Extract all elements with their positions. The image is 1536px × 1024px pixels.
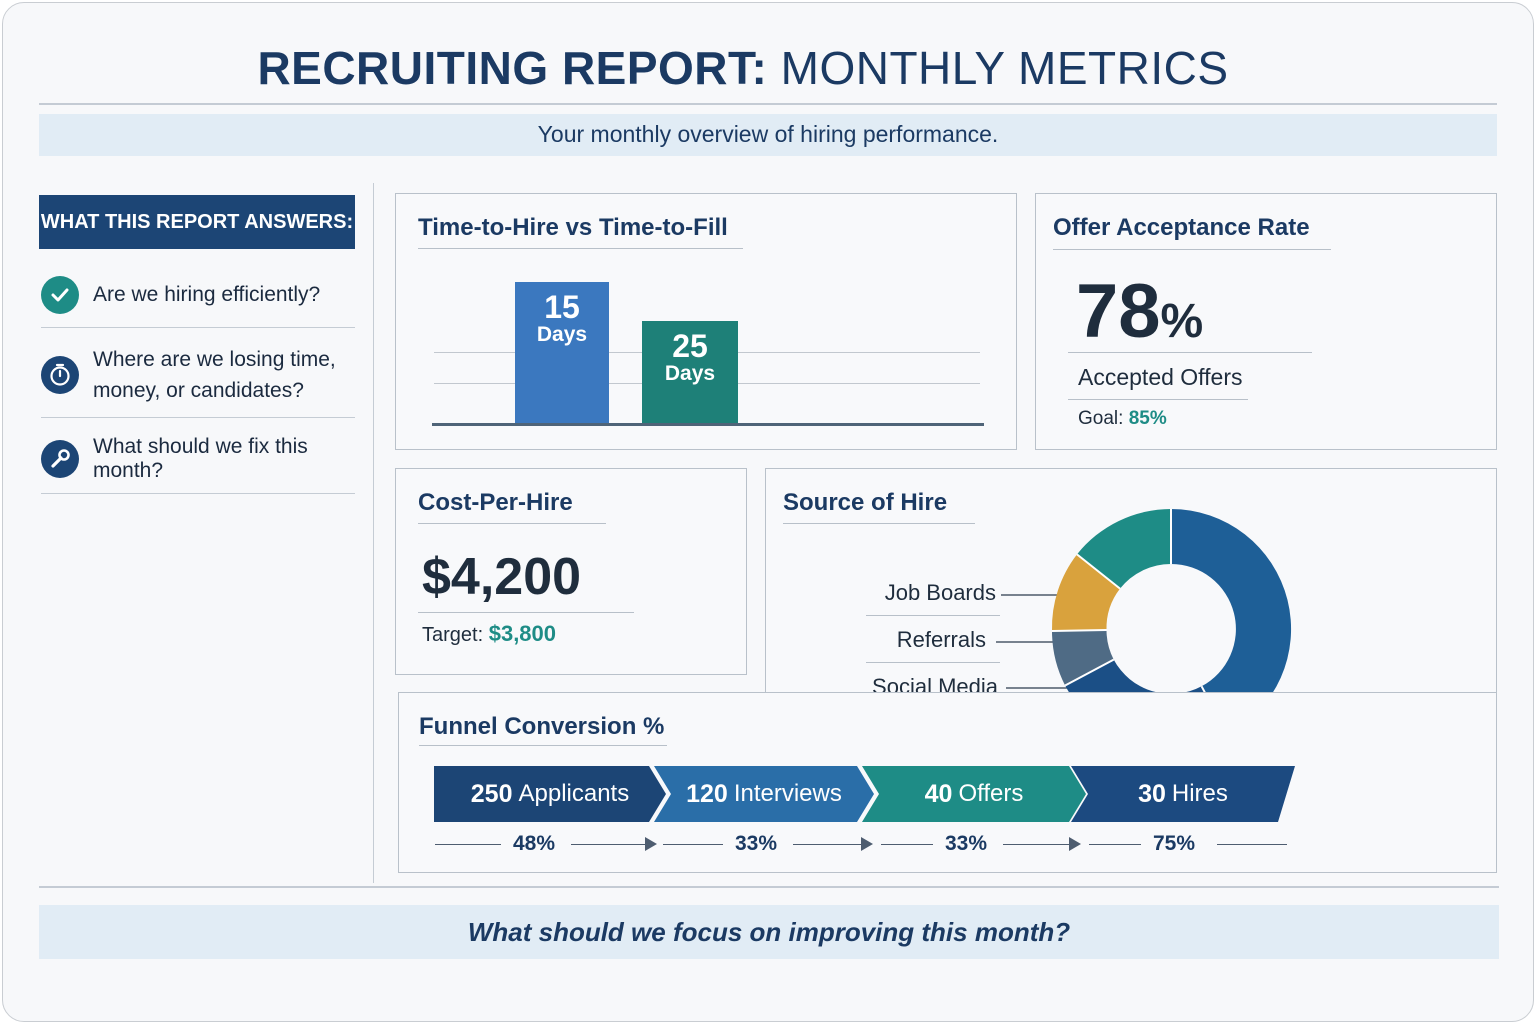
funnel-stage-hires: 30 Hires bbox=[1071, 766, 1295, 822]
rate-line bbox=[663, 844, 723, 845]
cost-value: $4,200 bbox=[422, 548, 582, 606]
header-divider bbox=[39, 103, 1497, 105]
arrow-right-icon bbox=[645, 837, 657, 851]
slice-referrals bbox=[1052, 630, 1114, 686]
slice-main bbox=[1171, 508, 1292, 735]
source-of-hire-panel: Source of Hire Job Boards Referrals Soci… bbox=[765, 468, 1497, 750]
rate-offers-to-hires: 33% bbox=[945, 832, 988, 855]
title-underline bbox=[783, 523, 975, 524]
stage-count: 250 bbox=[470, 779, 513, 808]
wrench-icon bbox=[41, 440, 79, 478]
time-panel-title: Time-to-Hire vs Time-to-Fill bbox=[418, 214, 728, 241]
bar-value: 25 bbox=[672, 328, 708, 364]
stage-label: Hires bbox=[1171, 780, 1228, 807]
target-value: $3,800 bbox=[488, 621, 557, 646]
check-circle-icon bbox=[41, 276, 79, 314]
question-text: Where are we losing time, money, or cand… bbox=[93, 348, 336, 402]
question-text: What should we fix this month? bbox=[93, 435, 308, 482]
title-underline bbox=[419, 745, 667, 746]
goal-line: Goal: 85% bbox=[1078, 408, 1167, 430]
goal-value: 85% bbox=[1128, 408, 1167, 429]
page-title: RECRUITING REPORT: MONTHLY METRICS bbox=[3, 41, 1483, 95]
chart-baseline bbox=[432, 423, 984, 426]
question-text: Are we hiring efficiently? bbox=[93, 283, 321, 306]
source-panel-title: Source of Hire bbox=[783, 489, 948, 516]
acceptance-rate-value: 78% bbox=[1076, 270, 1203, 364]
sidebar-heading: WHAT THIS REPORT ANSWERS: bbox=[39, 195, 355, 249]
funnel-panel: Funnel Conversion % 250 Applicants 120 Int… bbox=[398, 692, 1497, 873]
question-divider bbox=[41, 327, 355, 328]
funnel-stage-interviews: 120 Interviews bbox=[654, 766, 874, 822]
value-underline bbox=[418, 612, 634, 613]
rate-line bbox=[793, 844, 863, 845]
legend-underline bbox=[866, 615, 1000, 616]
goal-label: Goal: bbox=[1078, 408, 1124, 429]
question-item-fix: What should we fix this month? bbox=[41, 435, 355, 482]
stage-label: Applicants bbox=[518, 780, 630, 807]
arrow-right-icon bbox=[861, 837, 873, 851]
question-item-losses: Where are we losing time, money, or cand… bbox=[41, 343, 355, 407]
rate-number: 78 bbox=[1076, 269, 1161, 354]
title-rest: MONTHLY METRICS bbox=[780, 42, 1229, 94]
rate-suffix: % bbox=[1160, 295, 1204, 348]
stage-count: 30 bbox=[1138, 779, 1166, 808]
arrow-right-icon bbox=[1069, 837, 1081, 851]
stage-count: 40 bbox=[924, 779, 953, 808]
rate-line bbox=[571, 844, 647, 845]
question-divider bbox=[41, 417, 355, 418]
stage-count: 120 bbox=[686, 779, 728, 808]
rate-line bbox=[1217, 844, 1287, 845]
rate-applicants-to-interviews: 48% bbox=[513, 832, 556, 855]
cost-per-hire-panel: Cost-Per-Hire $4,200 Target: $3,800 bbox=[395, 468, 747, 675]
bar-unit: Days bbox=[536, 323, 588, 346]
stage-label: Interviews bbox=[733, 780, 842, 807]
legend-underline bbox=[866, 662, 1000, 663]
stage-label: Offers bbox=[958, 780, 1024, 807]
rate-interviews-to-offers: 33% bbox=[735, 832, 778, 855]
focus-question: What should we focus on improving this m… bbox=[39, 905, 1499, 959]
legend-job-boards: Job Boards bbox=[884, 580, 996, 605]
rate-line bbox=[435, 844, 501, 845]
title-bold: RECRUITING REPORT: bbox=[257, 42, 768, 94]
time-to-hire-bar: 15 Days bbox=[515, 282, 609, 423]
bar-value: 15 bbox=[544, 289, 580, 325]
funnel-panel-title: Funnel Conversion % bbox=[419, 713, 665, 740]
accepted-offers-label: Accepted Offers bbox=[1078, 364, 1243, 390]
legend-referrals: Referrals bbox=[896, 627, 986, 652]
time-to-hire-panel: Time-to-Hire vs Time-to-Fill 15 Days 25 … bbox=[395, 193, 1017, 450]
slice-other bbox=[1077, 509, 1171, 589]
rate-line bbox=[881, 844, 933, 845]
question-item-efficiency: Are we hiring efficiently? bbox=[41, 273, 355, 317]
stopwatch-icon bbox=[41, 356, 79, 394]
value-underline bbox=[1068, 352, 1312, 353]
title-underline bbox=[418, 523, 606, 524]
sidebar-divider bbox=[373, 183, 374, 883]
slice-job-boards bbox=[1051, 554, 1120, 631]
bar-unit: Days bbox=[664, 362, 716, 385]
offer-acceptance-panel: Offer Acceptance Rate 78% Accepted Offer… bbox=[1035, 193, 1497, 450]
slice-separators bbox=[1051, 509, 1229, 736]
target-label: Target: bbox=[422, 624, 484, 646]
offer-panel-title: Offer Acceptance Rate bbox=[1053, 214, 1310, 241]
rate-line bbox=[1003, 844, 1071, 845]
title-underline bbox=[418, 248, 743, 249]
funnel-stage-applicants: 250 Applicants bbox=[434, 766, 666, 822]
time-to-fill-bar: 25 Days bbox=[642, 321, 738, 423]
title-underline bbox=[1053, 249, 1331, 250]
rate-line bbox=[1089, 844, 1141, 845]
target-line: Target: $3,800 bbox=[422, 621, 556, 647]
label-underline bbox=[1068, 399, 1248, 400]
funnel-stage-offers: 40 Offers bbox=[862, 766, 1086, 822]
rate-overall-hires: 75% bbox=[1153, 832, 1196, 855]
page-subtitle: Your monthly overview of hiring performa… bbox=[39, 114, 1497, 156]
cost-panel-title: Cost-Per-Hire bbox=[418, 489, 573, 516]
question-divider bbox=[41, 493, 355, 494]
footer-divider bbox=[39, 886, 1499, 888]
